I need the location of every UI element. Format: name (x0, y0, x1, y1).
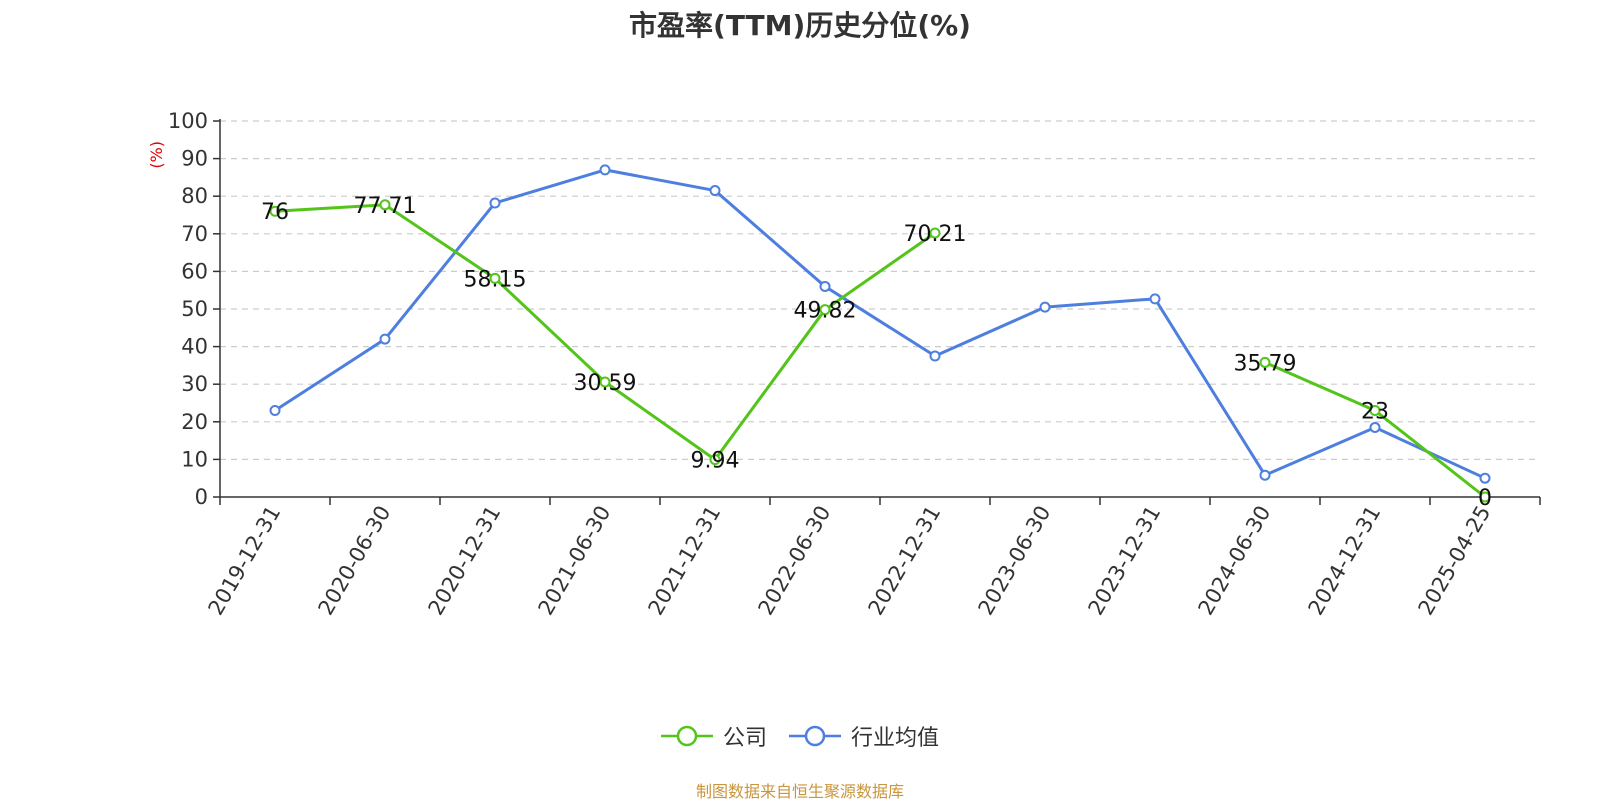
data-point-industry-average (489, 197, 501, 209)
data-point-company (1479, 491, 1491, 503)
data-point-company (1259, 356, 1271, 368)
data-label: 77.71 (354, 194, 417, 219)
data-point-industry-average (929, 350, 941, 362)
data-label: 9.94 (691, 449, 740, 474)
data-point-company (819, 304, 831, 316)
x-tick-label: 2020-06-30 (314, 502, 396, 620)
y-tick-label: 60 (181, 259, 208, 283)
data-point-industry-average (599, 164, 611, 176)
data-point-industry-average (1369, 421, 1381, 433)
legend: 公司 行业均值 (0, 720, 1600, 752)
source-footer: 制图数据来自恒生聚源数据库 (695, 782, 904, 801)
data-point-industry-average (1039, 301, 1051, 313)
x-tick-label: 2022-06-30 (754, 502, 836, 620)
data-point-company (1369, 405, 1381, 417)
legend-company-icon (660, 725, 713, 747)
data-point-industry-average (1259, 469, 1271, 481)
data-point-industry-average (1479, 472, 1491, 484)
legend-item-industry-average[interactable]: 行业均值 (789, 720, 939, 752)
data-point-industry-average (269, 405, 281, 417)
y-tick-label: 70 (181, 222, 208, 246)
data-point-industry-average (379, 333, 391, 345)
x-tick-label: 2023-06-30 (974, 502, 1056, 620)
data-label: 49.82 (794, 299, 857, 324)
x-tick-label: 2019-12-31 (204, 502, 286, 620)
y-tick-label: 0 (195, 485, 208, 509)
y-tick-label: 20 (181, 410, 208, 434)
legend-industry-average-icon (789, 725, 841, 747)
data-label: 35.79 (1234, 351, 1297, 376)
x-tick-label: 2024-12-31 (1304, 502, 1386, 620)
y-tick-label: 100 (168, 109, 208, 133)
data-point-industry-average (1149, 293, 1161, 305)
legend-label-company: 公司 (722, 726, 767, 751)
data-label: 0 (1478, 486, 1492, 511)
data-label: 30.59 (574, 371, 637, 396)
legend-label-industry-average: 行业均值 (851, 726, 940, 751)
data-label: 76 (261, 200, 289, 225)
y-axis-label: (%) (147, 141, 166, 169)
chart-title: 市盈率(TTM)历史分位(%) (629, 9, 971, 42)
data-point-company (269, 205, 281, 217)
series-line-industry-average (274, 168, 1486, 480)
x-tick-label: 2021-06-30 (534, 502, 616, 620)
x-tick-label: 2023-12-31 (1084, 502, 1166, 620)
data-point-industry-average (709, 185, 721, 197)
data-point-industry-average (819, 280, 831, 292)
y-tick-label: 10 (181, 447, 208, 471)
data-point-company (379, 199, 391, 211)
x-tick-label: 2021-12-31 (644, 502, 726, 620)
x-tick-label: 2024-06-30 (1194, 502, 1276, 620)
y-tick-label: 30 (181, 372, 208, 396)
legend-item-company[interactable]: 公司 (660, 720, 767, 752)
data-point-company (929, 227, 941, 239)
data-point-company (709, 454, 721, 466)
data-label: 70.21 (904, 222, 967, 247)
data-point-company (599, 376, 611, 388)
x-tick-label: 2025-04-25 (1414, 502, 1496, 620)
data-label: 23 (1361, 400, 1389, 425)
y-tick-label: 90 (181, 147, 208, 171)
y-tick-label: 40 (181, 335, 208, 359)
data-point-company (489, 272, 501, 284)
data-label: 58.15 (464, 267, 527, 292)
x-tick-label: 2020-12-31 (424, 502, 506, 620)
y-tick-label: 80 (181, 184, 208, 208)
x-tick-label: 2022-12-31 (864, 502, 946, 620)
y-tick-label: 50 (181, 297, 208, 321)
